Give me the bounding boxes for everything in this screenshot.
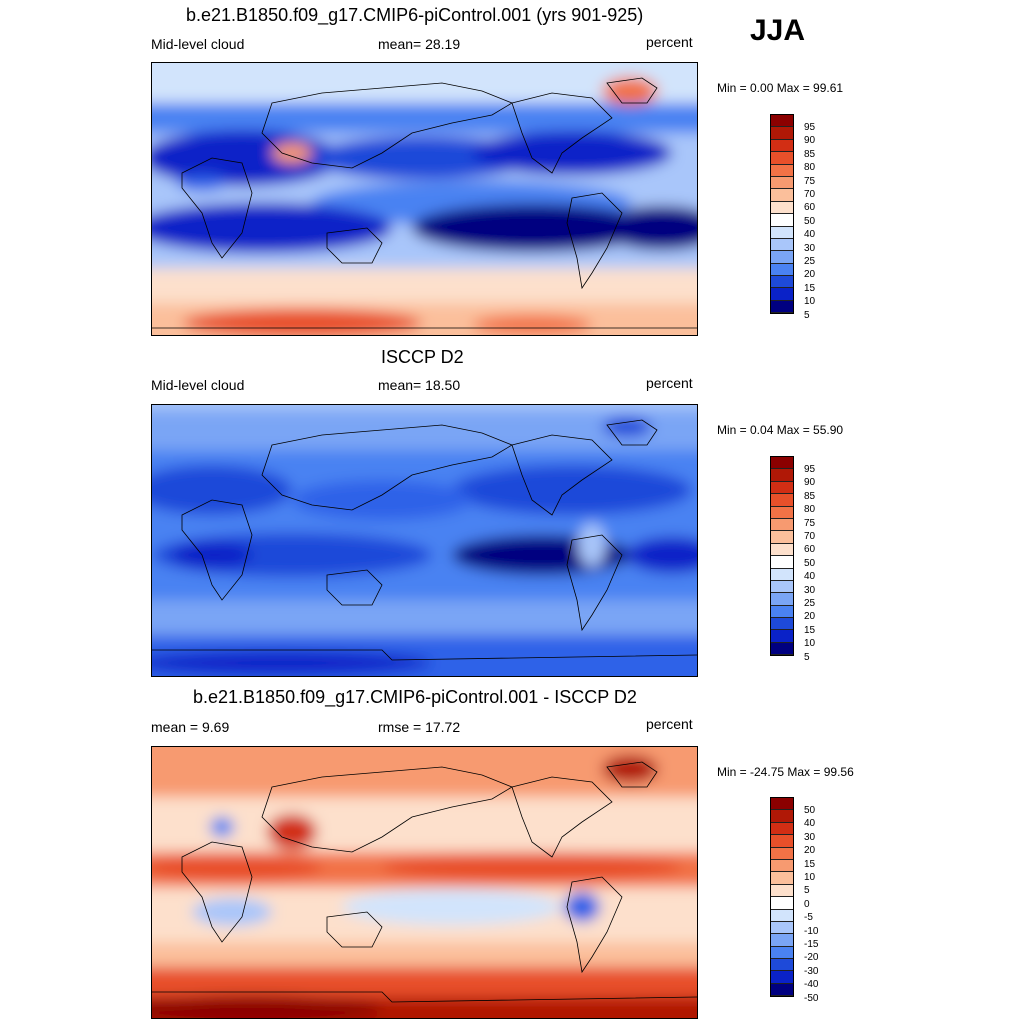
panel1-tick: 50 bbox=[804, 215, 816, 227]
panel2-variable-label: Mid-level cloud bbox=[151, 377, 245, 393]
panel1-minmax-label: Min = 0.00 Max = 99.61 bbox=[717, 81, 844, 95]
panel1-mean-label: mean= 28.19 bbox=[378, 36, 461, 52]
panel3-tick: -40 bbox=[804, 979, 819, 991]
panel3-tick: 15 bbox=[804, 858, 816, 870]
panel3-minmax-label: Min = -24.75 Max = 99.56 bbox=[717, 765, 854, 779]
panel1-variable-label: Mid-level cloud bbox=[151, 36, 245, 52]
panel2-tick: 25 bbox=[804, 598, 816, 609]
panel1-tick: 20 bbox=[804, 269, 816, 281]
panel1-tick: 90 bbox=[804, 135, 816, 147]
panel3-tick: -15 bbox=[804, 939, 819, 950]
panel2-tick: 85 bbox=[804, 490, 816, 502]
panel1-colorbar bbox=[770, 114, 794, 315]
panel1-tick: 40 bbox=[804, 229, 816, 241]
panel3-tick: -20 bbox=[804, 952, 819, 964]
panel3-tick: -30 bbox=[804, 965, 819, 977]
panel2-tick: 30 bbox=[804, 584, 816, 596]
panel3-tick: -5 bbox=[804, 912, 813, 924]
panel2-tick: 60 bbox=[804, 544, 816, 556]
panel3-tick: 0 bbox=[804, 898, 810, 910]
panel2-tick: 75 bbox=[804, 517, 816, 529]
panel1-tick: 70 bbox=[804, 189, 816, 200]
panel3-tick: 5 bbox=[804, 885, 810, 897]
panel3-units-label: percent bbox=[646, 716, 693, 732]
panel1-tick: 95 bbox=[804, 122, 816, 133]
panel1-tick: 80 bbox=[804, 162, 816, 174]
season-label: JJA bbox=[750, 14, 806, 47]
panel2-tick: 15 bbox=[804, 624, 816, 636]
panel2-tick: 95 bbox=[804, 464, 816, 475]
panel3-title: b.e21.B1850.f09_g17.CMIP6-piControl.001 … bbox=[193, 687, 637, 707]
panel1-units-label: percent bbox=[646, 34, 693, 50]
panel2-mean-label: mean= 18.50 bbox=[378, 377, 461, 393]
panel2-units-label: percent bbox=[646, 375, 693, 391]
panel3-tick: -10 bbox=[804, 925, 819, 937]
panel2-tick: 5 bbox=[804, 651, 810, 663]
panel1-tick: 15 bbox=[804, 282, 816, 294]
panel3-map bbox=[151, 746, 698, 1019]
panel2-tick: 40 bbox=[804, 571, 816, 583]
panel1-tick: 30 bbox=[804, 242, 816, 254]
panel3-mean-label: mean = 9.69 bbox=[151, 719, 230, 735]
panel2-tick: 10 bbox=[804, 638, 816, 650]
panel3-tick: 30 bbox=[804, 831, 816, 843]
panel2-tick: 70 bbox=[804, 531, 816, 542]
panel3-tick: 10 bbox=[804, 872, 816, 883]
panel2-minmax-label: Min = 0.04 Max = 55.90 bbox=[717, 423, 844, 437]
panel1-tick: 60 bbox=[804, 202, 816, 214]
panel1-tick: 5 bbox=[804, 309, 810, 321]
panel3-rmse-label: rmse = 17.72 bbox=[378, 719, 461, 735]
panel2-tick: 50 bbox=[804, 557, 816, 569]
panel2-tick: 90 bbox=[804, 477, 816, 489]
panel2-tick: 20 bbox=[804, 611, 816, 623]
panel3-tick: 20 bbox=[804, 845, 816, 857]
panel1-tick: 75 bbox=[804, 175, 816, 187]
panel3-tick: 50 bbox=[804, 805, 816, 816]
panel2-colorbar bbox=[770, 456, 794, 657]
panel1-map bbox=[151, 62, 698, 336]
panel2-title: ISCCP D2 bbox=[381, 347, 464, 367]
panel1-tick: 85 bbox=[804, 148, 816, 160]
panel3-tick: -50 bbox=[804, 992, 819, 1004]
panel1-tick: 25 bbox=[804, 256, 816, 267]
panel2-map bbox=[151, 404, 698, 677]
panel1-title: b.e21.B1850.f09_g17.CMIP6-piControl.001 … bbox=[186, 5, 644, 25]
panel3-tick: 40 bbox=[804, 818, 816, 830]
panel2-tick: 80 bbox=[804, 504, 816, 516]
panel1-tick: 10 bbox=[804, 296, 816, 308]
panel3-colorbar bbox=[770, 797, 794, 998]
